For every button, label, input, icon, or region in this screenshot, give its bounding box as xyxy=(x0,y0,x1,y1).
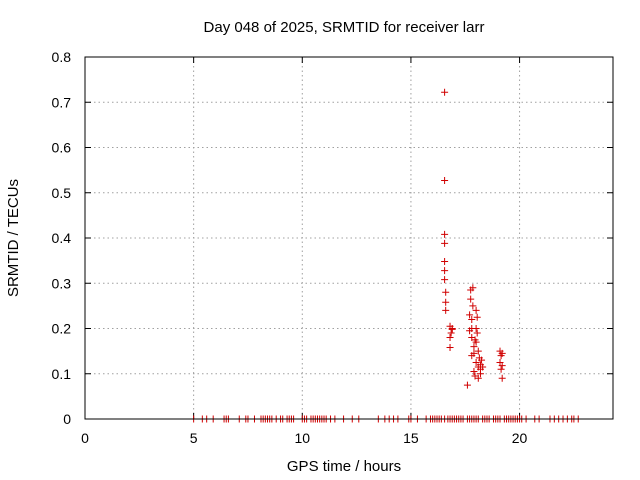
data-point xyxy=(467,295,475,303)
y-axis-label: SRMTID / TECUs xyxy=(5,179,22,297)
y-tick-label: 0.3 xyxy=(52,275,72,291)
data-point xyxy=(472,306,480,314)
y-tick-label: 0.7 xyxy=(52,94,72,110)
data-point xyxy=(470,367,478,375)
data-point xyxy=(476,370,484,378)
axis-ticks: 0 0.1 0.2 0.3 0.4 0.5 0.6 0.7 0.8 0 5 10 15 20 xyxy=(52,49,613,446)
data-point xyxy=(441,258,449,266)
data-point xyxy=(498,349,506,357)
data-points xyxy=(190,88,582,423)
data-point xyxy=(463,381,471,389)
data-point xyxy=(441,267,449,275)
data-point xyxy=(441,276,449,284)
data-point xyxy=(498,362,506,370)
x-tick-label: 20 xyxy=(512,430,528,446)
chart-title: Day 048 of 2025, SRMTID for receiver lar… xyxy=(204,19,485,36)
data-point xyxy=(498,374,506,382)
data-point xyxy=(472,358,480,366)
data-point xyxy=(472,338,480,346)
data-point xyxy=(441,230,449,238)
data-point xyxy=(446,344,454,352)
data-point xyxy=(479,363,487,371)
y-tick-label: 0.6 xyxy=(52,140,72,156)
data-point xyxy=(469,302,477,310)
data-point xyxy=(441,239,449,247)
data-point xyxy=(446,334,454,342)
data-point xyxy=(473,329,481,337)
y-tick-label: 0.2 xyxy=(52,321,72,337)
y-tick-label: 0.1 xyxy=(52,366,72,382)
data-point xyxy=(442,306,450,314)
data-point xyxy=(474,374,482,382)
data-point xyxy=(497,365,505,373)
data-point xyxy=(473,313,481,321)
y-tick-label: 0 xyxy=(63,411,71,427)
x-tick-label: 0 xyxy=(81,430,89,446)
data-point xyxy=(468,315,476,323)
x-tick-label: 10 xyxy=(294,430,310,446)
data-point xyxy=(442,298,450,306)
x-axis-label: GPS time / hours xyxy=(287,458,401,475)
data-point xyxy=(472,325,480,332)
data-point xyxy=(441,88,449,96)
data-point xyxy=(447,329,455,337)
plot-frame xyxy=(84,56,614,420)
data-point xyxy=(478,356,486,364)
grid xyxy=(85,57,613,419)
data-point xyxy=(470,349,478,357)
y-tick-label: 0.5 xyxy=(52,185,72,201)
x-tick-label: 5 xyxy=(190,430,198,446)
data-point xyxy=(470,343,478,351)
data-point xyxy=(466,311,474,319)
y-tick-label: 0.8 xyxy=(52,49,72,65)
data-point xyxy=(442,288,450,296)
data-point xyxy=(474,347,482,355)
data-point xyxy=(469,284,477,292)
data-point xyxy=(441,177,449,185)
x-tick-label: 15 xyxy=(403,430,419,446)
data-point xyxy=(448,325,456,332)
y-tick-label: 0.4 xyxy=(52,230,72,246)
